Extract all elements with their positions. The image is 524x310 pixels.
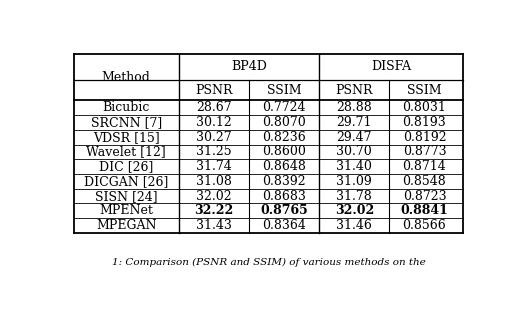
Text: 0.8193: 0.8193 bbox=[402, 116, 446, 129]
Text: SISN [24]: SISN [24] bbox=[95, 190, 158, 203]
Text: 0.8841: 0.8841 bbox=[400, 204, 449, 217]
Text: Wavelet [12]: Wavelet [12] bbox=[86, 145, 166, 158]
Text: 0.8714: 0.8714 bbox=[402, 160, 446, 173]
Text: 30.27: 30.27 bbox=[196, 131, 232, 144]
Text: 0.8392: 0.8392 bbox=[263, 175, 306, 188]
Text: 28.67: 28.67 bbox=[196, 101, 232, 114]
Text: 0.8765: 0.8765 bbox=[260, 204, 308, 217]
Text: 31.78: 31.78 bbox=[336, 190, 372, 203]
Text: 32.02: 32.02 bbox=[196, 190, 232, 203]
Text: DISFA: DISFA bbox=[372, 60, 411, 73]
Text: 32.22: 32.22 bbox=[194, 204, 234, 217]
Text: 0.8648: 0.8648 bbox=[262, 160, 306, 173]
Text: 0.8364: 0.8364 bbox=[262, 219, 306, 232]
Text: 0.8548: 0.8548 bbox=[402, 175, 446, 188]
Text: PSNR: PSNR bbox=[335, 84, 373, 97]
Text: VDSR [15]: VDSR [15] bbox=[93, 131, 160, 144]
Text: 28.88: 28.88 bbox=[336, 101, 372, 114]
Text: 31.09: 31.09 bbox=[336, 175, 372, 188]
Text: 0.8192: 0.8192 bbox=[402, 131, 446, 144]
Text: 32.02: 32.02 bbox=[335, 204, 374, 217]
Text: Bicubic: Bicubic bbox=[103, 101, 150, 114]
Text: 31.74: 31.74 bbox=[196, 160, 232, 173]
Text: 0.8723: 0.8723 bbox=[402, 190, 446, 203]
Text: 0.8070: 0.8070 bbox=[263, 116, 306, 129]
Text: PSNR: PSNR bbox=[195, 84, 233, 97]
Text: 0.8683: 0.8683 bbox=[262, 190, 306, 203]
Text: 0.8566: 0.8566 bbox=[402, 219, 446, 232]
Text: 1: Comparison (PSNR and SSIM) of various methods on the: 1: Comparison (PSNR and SSIM) of various… bbox=[112, 258, 425, 267]
Text: 0.8031: 0.8031 bbox=[402, 101, 446, 114]
Text: 31.43: 31.43 bbox=[196, 219, 232, 232]
Text: 31.25: 31.25 bbox=[196, 145, 232, 158]
Text: 31.40: 31.40 bbox=[336, 160, 372, 173]
Text: 30.70: 30.70 bbox=[336, 145, 372, 158]
Text: SRCNN [7]: SRCNN [7] bbox=[91, 116, 162, 129]
Text: DICGAN [26]: DICGAN [26] bbox=[84, 175, 168, 188]
Text: MPENet: MPENet bbox=[100, 204, 153, 217]
Text: 0.8773: 0.8773 bbox=[402, 145, 446, 158]
Text: 0.7724: 0.7724 bbox=[263, 101, 306, 114]
Text: DIC [26]: DIC [26] bbox=[99, 160, 154, 173]
Text: BP4D: BP4D bbox=[231, 60, 267, 73]
Text: SSIM: SSIM bbox=[407, 84, 442, 97]
Text: 29.71: 29.71 bbox=[336, 116, 372, 129]
Text: 0.8236: 0.8236 bbox=[263, 131, 306, 144]
Text: 31.08: 31.08 bbox=[196, 175, 232, 188]
Text: 31.46: 31.46 bbox=[336, 219, 372, 232]
Text: SSIM: SSIM bbox=[267, 84, 301, 97]
Text: Method: Method bbox=[102, 71, 151, 84]
Text: 30.12: 30.12 bbox=[196, 116, 232, 129]
Text: MPEGAN: MPEGAN bbox=[96, 219, 157, 232]
Text: 29.47: 29.47 bbox=[336, 131, 372, 144]
Text: 0.8600: 0.8600 bbox=[262, 145, 306, 158]
